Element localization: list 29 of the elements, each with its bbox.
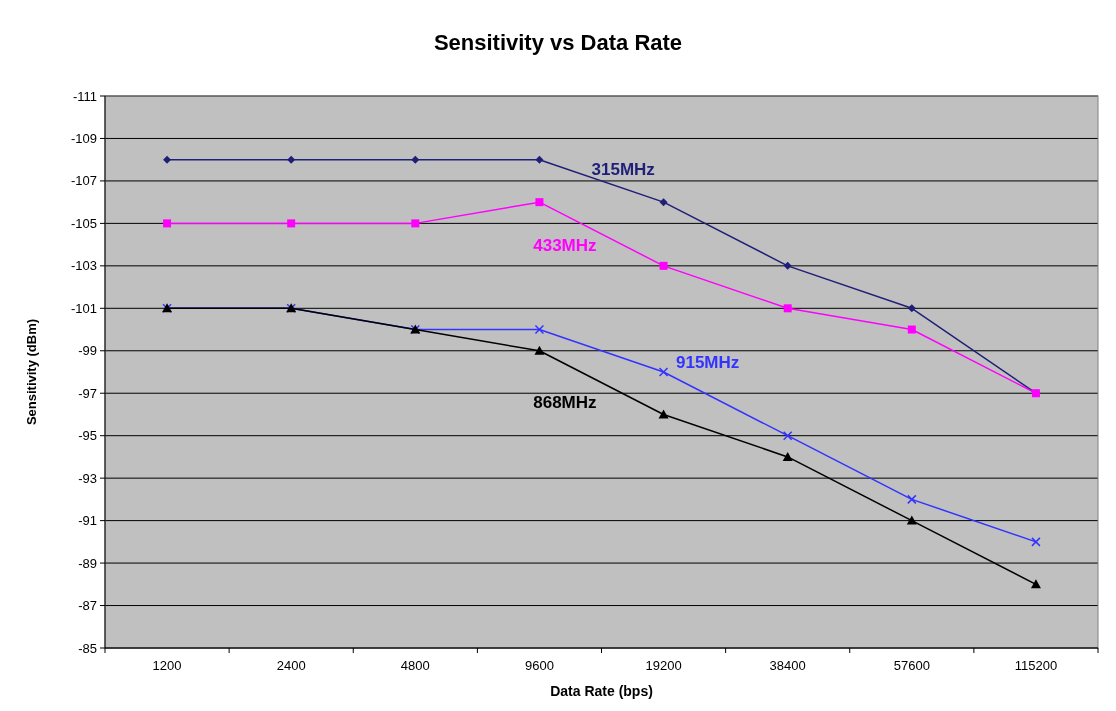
y-tick-label: -105 bbox=[70, 215, 97, 231]
x-tick-label: 19200 bbox=[645, 658, 682, 673]
x-axis-title: Data Rate (bps) bbox=[550, 683, 653, 699]
y-tick-label: -103 bbox=[70, 258, 97, 274]
y-tick-label: -95 bbox=[78, 428, 97, 444]
y-tick-label: -97 bbox=[78, 385, 97, 401]
y-tick-label: -107 bbox=[70, 173, 97, 189]
y-tick-label: -99 bbox=[78, 343, 97, 359]
y-axis-title: Sensitivity (dBm) bbox=[24, 318, 39, 426]
y-tick-label: -109 bbox=[70, 131, 97, 147]
y-tick-label: -93 bbox=[78, 470, 97, 486]
x-tick-label: 4800 bbox=[400, 658, 430, 673]
y-tick-label: -111 bbox=[72, 88, 97, 104]
x-tick-label: 1200 bbox=[152, 658, 182, 673]
y-tick-label: -87 bbox=[78, 598, 97, 614]
series-label: 315MHz bbox=[591, 159, 655, 179]
series-label: 433MHz bbox=[533, 235, 597, 255]
chart-title: Sensitivity vs Data Rate bbox=[433, 30, 683, 55]
x-tick-label: 38400 bbox=[769, 658, 806, 673]
y-tick-label: -91 bbox=[78, 513, 97, 529]
y-tick-label: -101 bbox=[70, 300, 97, 316]
x-tick-label: 2400 bbox=[276, 658, 306, 673]
x-tick-label: 115200 bbox=[1014, 658, 1058, 673]
x-tick-label: 9600 bbox=[524, 658, 554, 673]
x-tick-label: 57600 bbox=[893, 658, 930, 673]
y-tick-label: -89 bbox=[78, 555, 97, 571]
series-label: 915MHz bbox=[675, 352, 740, 372]
series-label: 868MHz bbox=[533, 393, 597, 413]
y-tick-label: -85 bbox=[78, 640, 97, 656]
